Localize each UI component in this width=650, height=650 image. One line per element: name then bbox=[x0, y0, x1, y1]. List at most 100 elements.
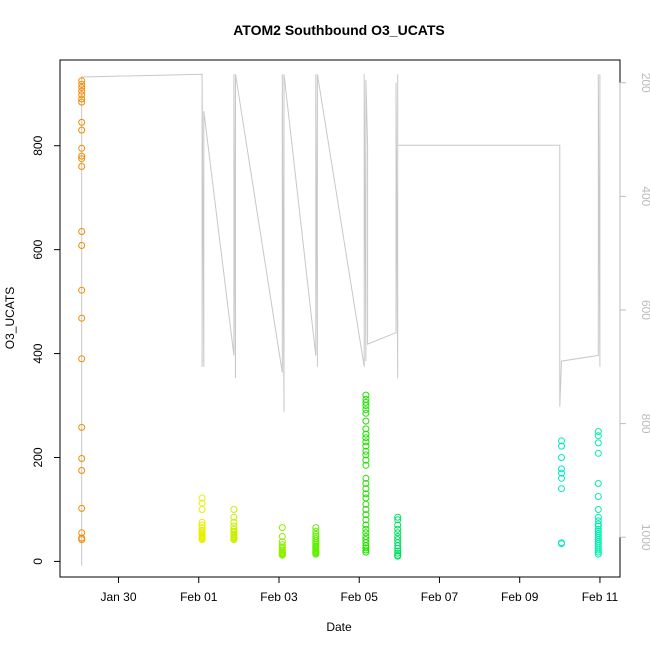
y-axis-left: 0 200 400 600 800 bbox=[31, 135, 61, 565]
data-point-group-9 bbox=[594, 520, 602, 528]
data-point-group-4 bbox=[278, 524, 286, 532]
data-point-group-3 bbox=[230, 522, 238, 530]
data-point-group-1 bbox=[78, 118, 86, 126]
data-point-group-1 bbox=[78, 228, 86, 235]
plot-frame bbox=[59, 59, 621, 578]
data-point-group-6 bbox=[362, 490, 370, 498]
data-point-group-9 bbox=[594, 432, 602, 440]
data-point-group-6 bbox=[362, 409, 370, 417]
data-point-group-5 bbox=[312, 550, 320, 558]
data-point-group-6 bbox=[362, 417, 370, 425]
data-point-group-4 bbox=[278, 533, 286, 540]
data-point-group-6 bbox=[362, 402, 370, 409]
data-point-group-6 bbox=[362, 539, 370, 547]
altitude-trace-layer bbox=[81, 73, 601, 566]
data-point-group-1 bbox=[78, 126, 86, 134]
data-point-group-6 bbox=[362, 425, 370, 433]
data-point-group-1 bbox=[78, 423, 86, 431]
data-point-group-6 bbox=[362, 544, 370, 552]
data-point-group-7 bbox=[394, 521, 402, 529]
data-point-group-6 bbox=[362, 451, 370, 459]
data-points-layer bbox=[78, 77, 602, 560]
data-point-group-4 bbox=[278, 538, 286, 546]
y-tick-label: 800 bbox=[31, 135, 45, 155]
data-point-group-9 bbox=[594, 522, 602, 530]
data-point-group-1 bbox=[78, 152, 86, 160]
data-point-group-1 bbox=[78, 91, 86, 99]
data-point-group-1 bbox=[78, 77, 86, 85]
data-point-group-7 bbox=[394, 552, 402, 560]
data-point-group-1 bbox=[78, 144, 86, 152]
data-point-group-6 bbox=[362, 456, 370, 464]
data-point-group-2 bbox=[198, 518, 206, 526]
data-point-group-9 bbox=[594, 449, 602, 457]
data-point-group-1 bbox=[78, 98, 86, 106]
y2-tick-label: 1000 bbox=[639, 524, 650, 551]
data-point-group-1 bbox=[78, 87, 86, 95]
data-point-group-2 bbox=[198, 494, 206, 502]
data-point-group-6 bbox=[362, 480, 370, 487]
data-point-group-6 bbox=[362, 485, 370, 493]
x-tick-label: Feb 07 bbox=[421, 590, 459, 604]
data-point-group-2 bbox=[198, 506, 206, 513]
data-point-group-7 bbox=[394, 529, 402, 537]
data-point-group-9 bbox=[594, 480, 602, 487]
data-point-group-8 bbox=[558, 442, 565, 450]
data-point-group-6 bbox=[362, 516, 370, 524]
data-point-group-9 bbox=[594, 517, 602, 525]
y2-tick-label: 800 bbox=[639, 414, 650, 434]
data-point-group-7 bbox=[394, 549, 402, 557]
data-point-group-7 bbox=[394, 542, 402, 550]
data-point-group-1 bbox=[78, 467, 86, 474]
data-point-group-8 bbox=[558, 437, 565, 445]
data-point-group-5 bbox=[312, 524, 320, 532]
data-point-group-9 bbox=[594, 428, 602, 435]
data-point-group-1 bbox=[78, 314, 86, 322]
data-point-group-8 bbox=[558, 465, 565, 473]
data-point-group-6 bbox=[362, 442, 370, 450]
data-point-group-9 bbox=[594, 506, 602, 513]
data-point-group-7 bbox=[394, 547, 402, 555]
data-point-group-6 bbox=[362, 447, 370, 455]
data-point-group-9 bbox=[594, 548, 602, 556]
data-point-group-6 bbox=[362, 434, 370, 442]
data-point-group-2 bbox=[198, 536, 206, 544]
data-point-group-6 bbox=[362, 430, 370, 438]
x-tick-label: Feb 11 bbox=[582, 590, 619, 604]
data-point-group-5 bbox=[312, 527, 320, 535]
x-tick-label: Feb 03 bbox=[260, 590, 298, 604]
data-point-group-3 bbox=[230, 513, 238, 521]
data-point-group-6 bbox=[362, 398, 370, 406]
data-point-group-1 bbox=[78, 455, 86, 462]
data-point-group-6 bbox=[362, 511, 370, 519]
y2-tick-label: 200 bbox=[639, 73, 650, 93]
data-point-group-1 bbox=[78, 504, 86, 512]
data-point-group-1 bbox=[78, 155, 86, 163]
altitude-trace-line bbox=[81, 73, 601, 566]
x-tick-label: Feb 05 bbox=[341, 590, 379, 604]
data-point-group-3 bbox=[230, 536, 238, 544]
data-point-group-3 bbox=[230, 506, 238, 513]
data-point-group-9 bbox=[594, 550, 602, 558]
x-axis: Jan 30 Feb 01 Feb 03 Feb 05 Feb 07 Feb 09 Feb … bbox=[100, 576, 619, 604]
data-point-group-8 bbox=[558, 485, 565, 493]
y-tick-label: 600 bbox=[31, 239, 45, 259]
x-axis-label: Date bbox=[326, 620, 352, 634]
data-point-group-7 bbox=[394, 513, 402, 521]
data-point-group-1 bbox=[78, 80, 86, 88]
data-point-group-6 bbox=[362, 548, 370, 556]
data-point-group-6 bbox=[362, 494, 370, 502]
data-point-group-9 bbox=[594, 439, 602, 447]
data-point-group-6 bbox=[362, 529, 370, 537]
data-point-group-6 bbox=[362, 391, 370, 399]
data-point-group-8 bbox=[558, 474, 565, 482]
y2-tick-label: 600 bbox=[639, 300, 650, 320]
data-point-group-9 bbox=[594, 513, 602, 521]
data-point-group-6 bbox=[362, 546, 370, 554]
data-point-group-1 bbox=[78, 163, 86, 170]
data-point-group-2 bbox=[198, 524, 206, 532]
data-point-group-6 bbox=[362, 521, 370, 529]
data-point-group-6 bbox=[362, 500, 370, 508]
y-tick-label: 200 bbox=[31, 447, 45, 467]
